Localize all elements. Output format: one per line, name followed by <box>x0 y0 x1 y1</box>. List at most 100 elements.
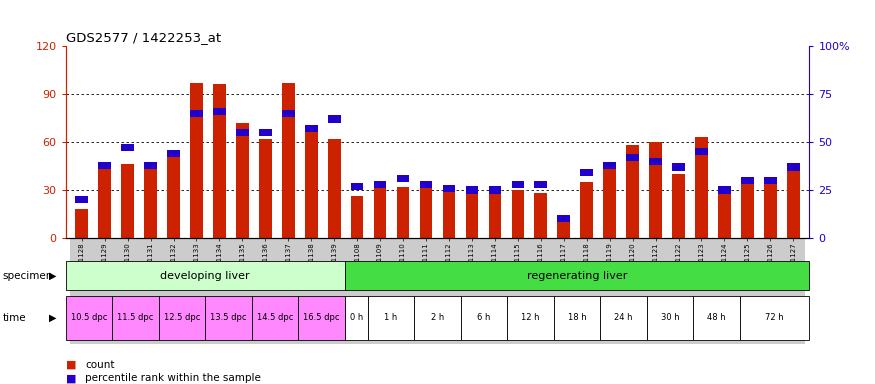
Bar <box>396 175 410 182</box>
Bar <box>649 158 662 165</box>
Bar <box>282 83 295 238</box>
Bar <box>626 145 639 238</box>
Bar <box>415 238 438 344</box>
Bar <box>554 296 600 340</box>
Text: 13.5 dpc: 13.5 dpc <box>210 313 247 322</box>
Text: 1 h: 1 h <box>384 313 397 322</box>
Bar <box>488 187 501 194</box>
Bar <box>252 296 298 340</box>
Bar <box>190 110 203 117</box>
Text: percentile rank within the sample: percentile rank within the sample <box>85 373 261 383</box>
Bar <box>93 238 116 344</box>
Bar <box>208 238 231 344</box>
Text: 6 h: 6 h <box>477 313 491 322</box>
Text: 12.5 dpc: 12.5 dpc <box>164 313 200 322</box>
Bar <box>167 155 180 238</box>
Bar <box>600 296 647 340</box>
Bar <box>158 296 205 340</box>
Bar <box>190 83 203 238</box>
Bar <box>374 182 387 238</box>
Bar <box>323 238 346 344</box>
Bar <box>167 150 180 157</box>
Bar <box>328 139 340 238</box>
Text: 30 h: 30 h <box>661 313 679 322</box>
Bar <box>396 187 410 238</box>
Bar <box>507 238 529 344</box>
Bar <box>736 238 759 344</box>
Bar <box>575 238 598 344</box>
Bar <box>254 238 276 344</box>
Bar <box>598 238 621 344</box>
Bar <box>236 123 248 238</box>
Bar <box>214 108 226 115</box>
Text: ■: ■ <box>66 360 76 370</box>
Bar <box>351 183 363 190</box>
Bar <box>392 238 415 344</box>
Bar <box>162 238 185 344</box>
Bar <box>420 181 432 188</box>
Bar <box>693 296 739 340</box>
Bar <box>626 154 639 161</box>
Text: regenerating liver: regenerating liver <box>527 270 627 281</box>
Bar <box>236 129 248 136</box>
Bar <box>438 238 460 344</box>
Bar <box>116 238 139 344</box>
Bar <box>345 296 368 340</box>
Text: 18 h: 18 h <box>568 313 586 322</box>
Text: 11.5 dpc: 11.5 dpc <box>117 313 153 322</box>
Bar <box>647 296 693 340</box>
Bar <box>144 162 157 169</box>
Bar <box>66 261 345 290</box>
Text: specimen: specimen <box>3 270 53 281</box>
Bar <box>672 164 685 170</box>
Bar <box>483 238 507 344</box>
Bar <box>185 238 208 344</box>
Bar <box>488 190 501 238</box>
Bar <box>787 166 800 238</box>
Text: 72 h: 72 h <box>766 313 784 322</box>
Bar <box>345 261 809 290</box>
Bar <box>66 296 112 340</box>
Bar <box>580 169 593 176</box>
Bar <box>672 174 685 238</box>
Text: ▶: ▶ <box>49 313 57 323</box>
Bar <box>374 181 387 188</box>
Bar <box>552 238 575 344</box>
Bar <box>259 129 271 136</box>
Bar <box>205 296 252 340</box>
Bar <box>346 238 368 344</box>
Bar <box>741 177 753 238</box>
Text: 24 h: 24 h <box>614 313 633 322</box>
Text: ▶: ▶ <box>49 270 57 281</box>
Bar <box>144 163 157 238</box>
Bar <box>529 238 552 344</box>
Bar <box>282 110 295 117</box>
Bar <box>718 193 731 238</box>
Bar <box>420 187 432 238</box>
Bar <box>298 296 345 340</box>
Bar <box>621 238 644 344</box>
Bar <box>764 177 777 184</box>
Text: time: time <box>3 313 26 323</box>
Bar <box>259 139 271 238</box>
Bar <box>759 238 782 344</box>
Bar <box>667 238 690 344</box>
Bar <box>368 296 414 340</box>
Bar <box>649 142 662 238</box>
Text: count: count <box>85 360 115 370</box>
Text: 14.5 dpc: 14.5 dpc <box>256 313 293 322</box>
Bar <box>604 162 616 169</box>
Text: 48 h: 48 h <box>707 313 725 322</box>
Text: 0 h: 0 h <box>349 313 363 322</box>
Text: developing liver: developing liver <box>160 270 250 281</box>
Bar <box>718 187 731 194</box>
Bar <box>782 238 805 344</box>
Text: 12 h: 12 h <box>522 313 540 322</box>
Bar <box>713 238 736 344</box>
Bar <box>690 238 713 344</box>
Bar <box>466 187 479 194</box>
Bar <box>443 187 455 238</box>
Text: 10.5 dpc: 10.5 dpc <box>71 313 107 322</box>
Bar <box>507 296 554 340</box>
Bar <box>461 296 507 340</box>
